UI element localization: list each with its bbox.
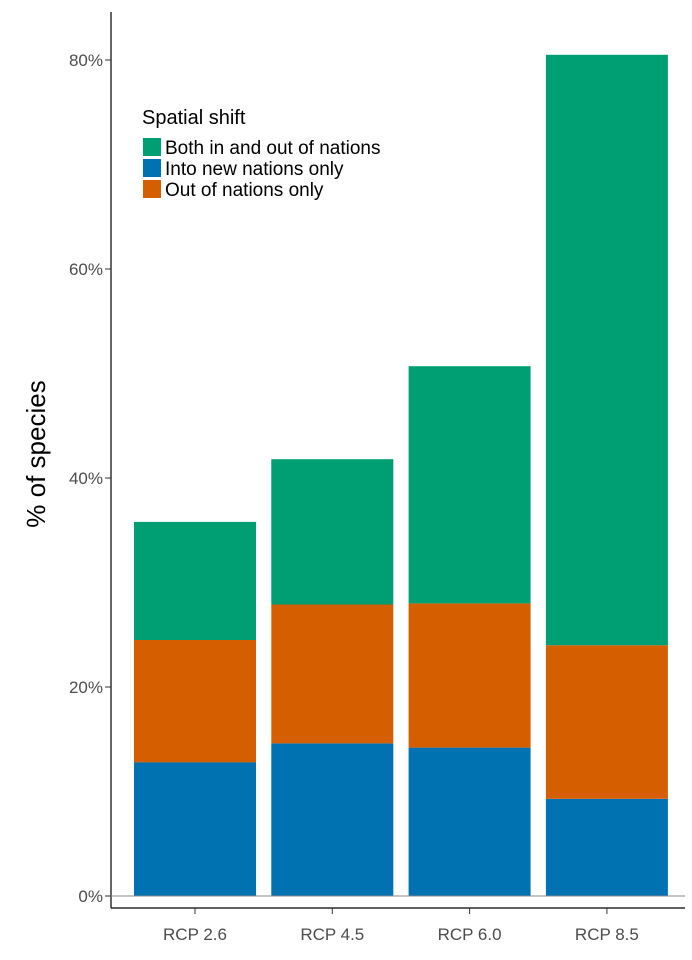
bar-segment-3-0 (545, 798, 668, 896)
bar-segment-0-0 (134, 762, 256, 896)
bar-segment-1-2 (271, 459, 394, 605)
legend-title: Spatial shift (142, 107, 246, 129)
y-tick-label: 60% (69, 260, 103, 279)
legend: Spatial shift Both in and out of nations… (142, 107, 381, 201)
x-tick-label: RCP 8.5 (575, 925, 639, 944)
bar-segment-2-0 (408, 747, 531, 896)
legend-label: Into new nations only (165, 159, 344, 180)
bar-segment-3-1 (545, 645, 668, 799)
y-ticks: 0% 20% 40% 60% 80% (69, 51, 111, 906)
bar-segment-1-0 (271, 743, 394, 896)
bar-segment-1-1 (271, 604, 394, 744)
legend-swatch (143, 159, 161, 177)
legend-swatch (143, 138, 161, 156)
bar-segment-3-2 (545, 54, 668, 646)
x-tick-label: RCP 2.6 (163, 925, 227, 944)
y-tick-label: 40% (69, 469, 103, 488)
x-tick-label: RCP 6.0 (438, 925, 502, 944)
axes-layer (110, 12, 685, 909)
bar-segment-2-1 (408, 603, 531, 748)
y-axis-title: % of species (21, 380, 51, 527)
legend-label: Out of nations only (165, 180, 324, 201)
bar-segment-0-2 (134, 521, 256, 640)
bar-segment-0-1 (134, 640, 256, 763)
x-ticks: RCP 2.6 RCP 4.5 RCP 6.0 RCP 8.5 (163, 908, 639, 944)
legend-swatch (143, 180, 161, 198)
y-tick-label: 80% (69, 51, 103, 70)
bar-segment-2-2 (408, 366, 531, 604)
y-tick-label: 20% (69, 678, 103, 697)
y-tick-label: 0% (78, 887, 103, 906)
x-tick-label: RCP 4.5 (300, 925, 364, 944)
legend-label: Both in and out of nations (165, 138, 381, 159)
bars-layer (134, 54, 668, 896)
